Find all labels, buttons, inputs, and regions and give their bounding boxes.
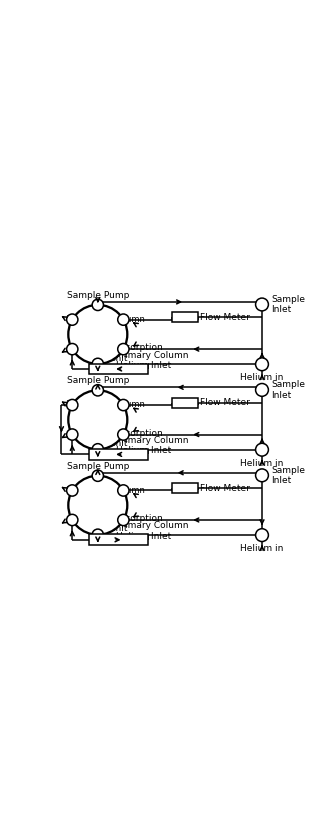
Text: Thermal Desorption
Unit: Thermal Desorption Unit xyxy=(73,344,163,363)
Circle shape xyxy=(67,344,78,354)
Circle shape xyxy=(118,514,129,526)
Bar xyxy=(172,483,198,493)
Bar xyxy=(89,364,148,375)
Circle shape xyxy=(92,470,104,481)
Circle shape xyxy=(256,384,268,396)
Circle shape xyxy=(92,358,104,370)
Text: Sample Pump: Sample Pump xyxy=(67,291,129,300)
Text: To Primary Column: To Primary Column xyxy=(66,401,145,409)
Circle shape xyxy=(68,391,127,449)
Bar xyxy=(172,397,198,408)
Circle shape xyxy=(256,298,268,311)
Text: Sample
Inlet: Sample Inlet xyxy=(271,381,305,400)
Circle shape xyxy=(256,358,268,370)
Circle shape xyxy=(92,385,104,396)
Text: Primary Column
Helium Inlet: Primary Column Helium Inlet xyxy=(116,436,188,455)
Text: Primary Column
Helium Inlet: Primary Column Helium Inlet xyxy=(116,522,188,541)
Circle shape xyxy=(118,429,129,440)
Text: Primary Column
Helium Inlet: Primary Column Helium Inlet xyxy=(116,350,188,370)
Circle shape xyxy=(118,485,129,496)
Text: Sample
Inlet: Sample Inlet xyxy=(271,295,305,314)
Text: Flow Meter: Flow Meter xyxy=(201,484,250,492)
Text: Sample Pump: Sample Pump xyxy=(67,462,129,470)
Text: To Primary Column: To Primary Column xyxy=(66,315,145,324)
Text: Sample
Inlet: Sample Inlet xyxy=(271,465,305,485)
Circle shape xyxy=(92,529,104,540)
Circle shape xyxy=(118,344,129,354)
Circle shape xyxy=(118,399,129,411)
Text: Helium in: Helium in xyxy=(240,373,284,382)
Circle shape xyxy=(67,399,78,411)
Bar xyxy=(89,534,148,545)
Circle shape xyxy=(67,485,78,496)
Text: To Primary Column: To Primary Column xyxy=(66,486,145,495)
Circle shape xyxy=(256,528,268,542)
Circle shape xyxy=(92,444,104,455)
Text: Thermal Desorption
Unit: Thermal Desorption Unit xyxy=(73,514,163,533)
Text: Flow Meter: Flow Meter xyxy=(201,398,250,407)
Text: Helium in: Helium in xyxy=(240,544,284,553)
Circle shape xyxy=(256,444,268,456)
Bar xyxy=(89,449,148,459)
Circle shape xyxy=(92,299,104,311)
Circle shape xyxy=(118,314,129,325)
Bar xyxy=(172,312,198,323)
Text: Thermal Desorption
Unit: Thermal Desorption Unit xyxy=(73,428,163,448)
Circle shape xyxy=(67,514,78,526)
Circle shape xyxy=(68,305,127,364)
Text: Sample Pump: Sample Pump xyxy=(67,376,129,386)
Circle shape xyxy=(67,314,78,325)
Text: Flow Meter: Flow Meter xyxy=(201,312,250,322)
Text: Helium in: Helium in xyxy=(240,459,284,468)
Circle shape xyxy=(67,429,78,440)
Circle shape xyxy=(256,469,268,482)
Circle shape xyxy=(68,475,127,535)
